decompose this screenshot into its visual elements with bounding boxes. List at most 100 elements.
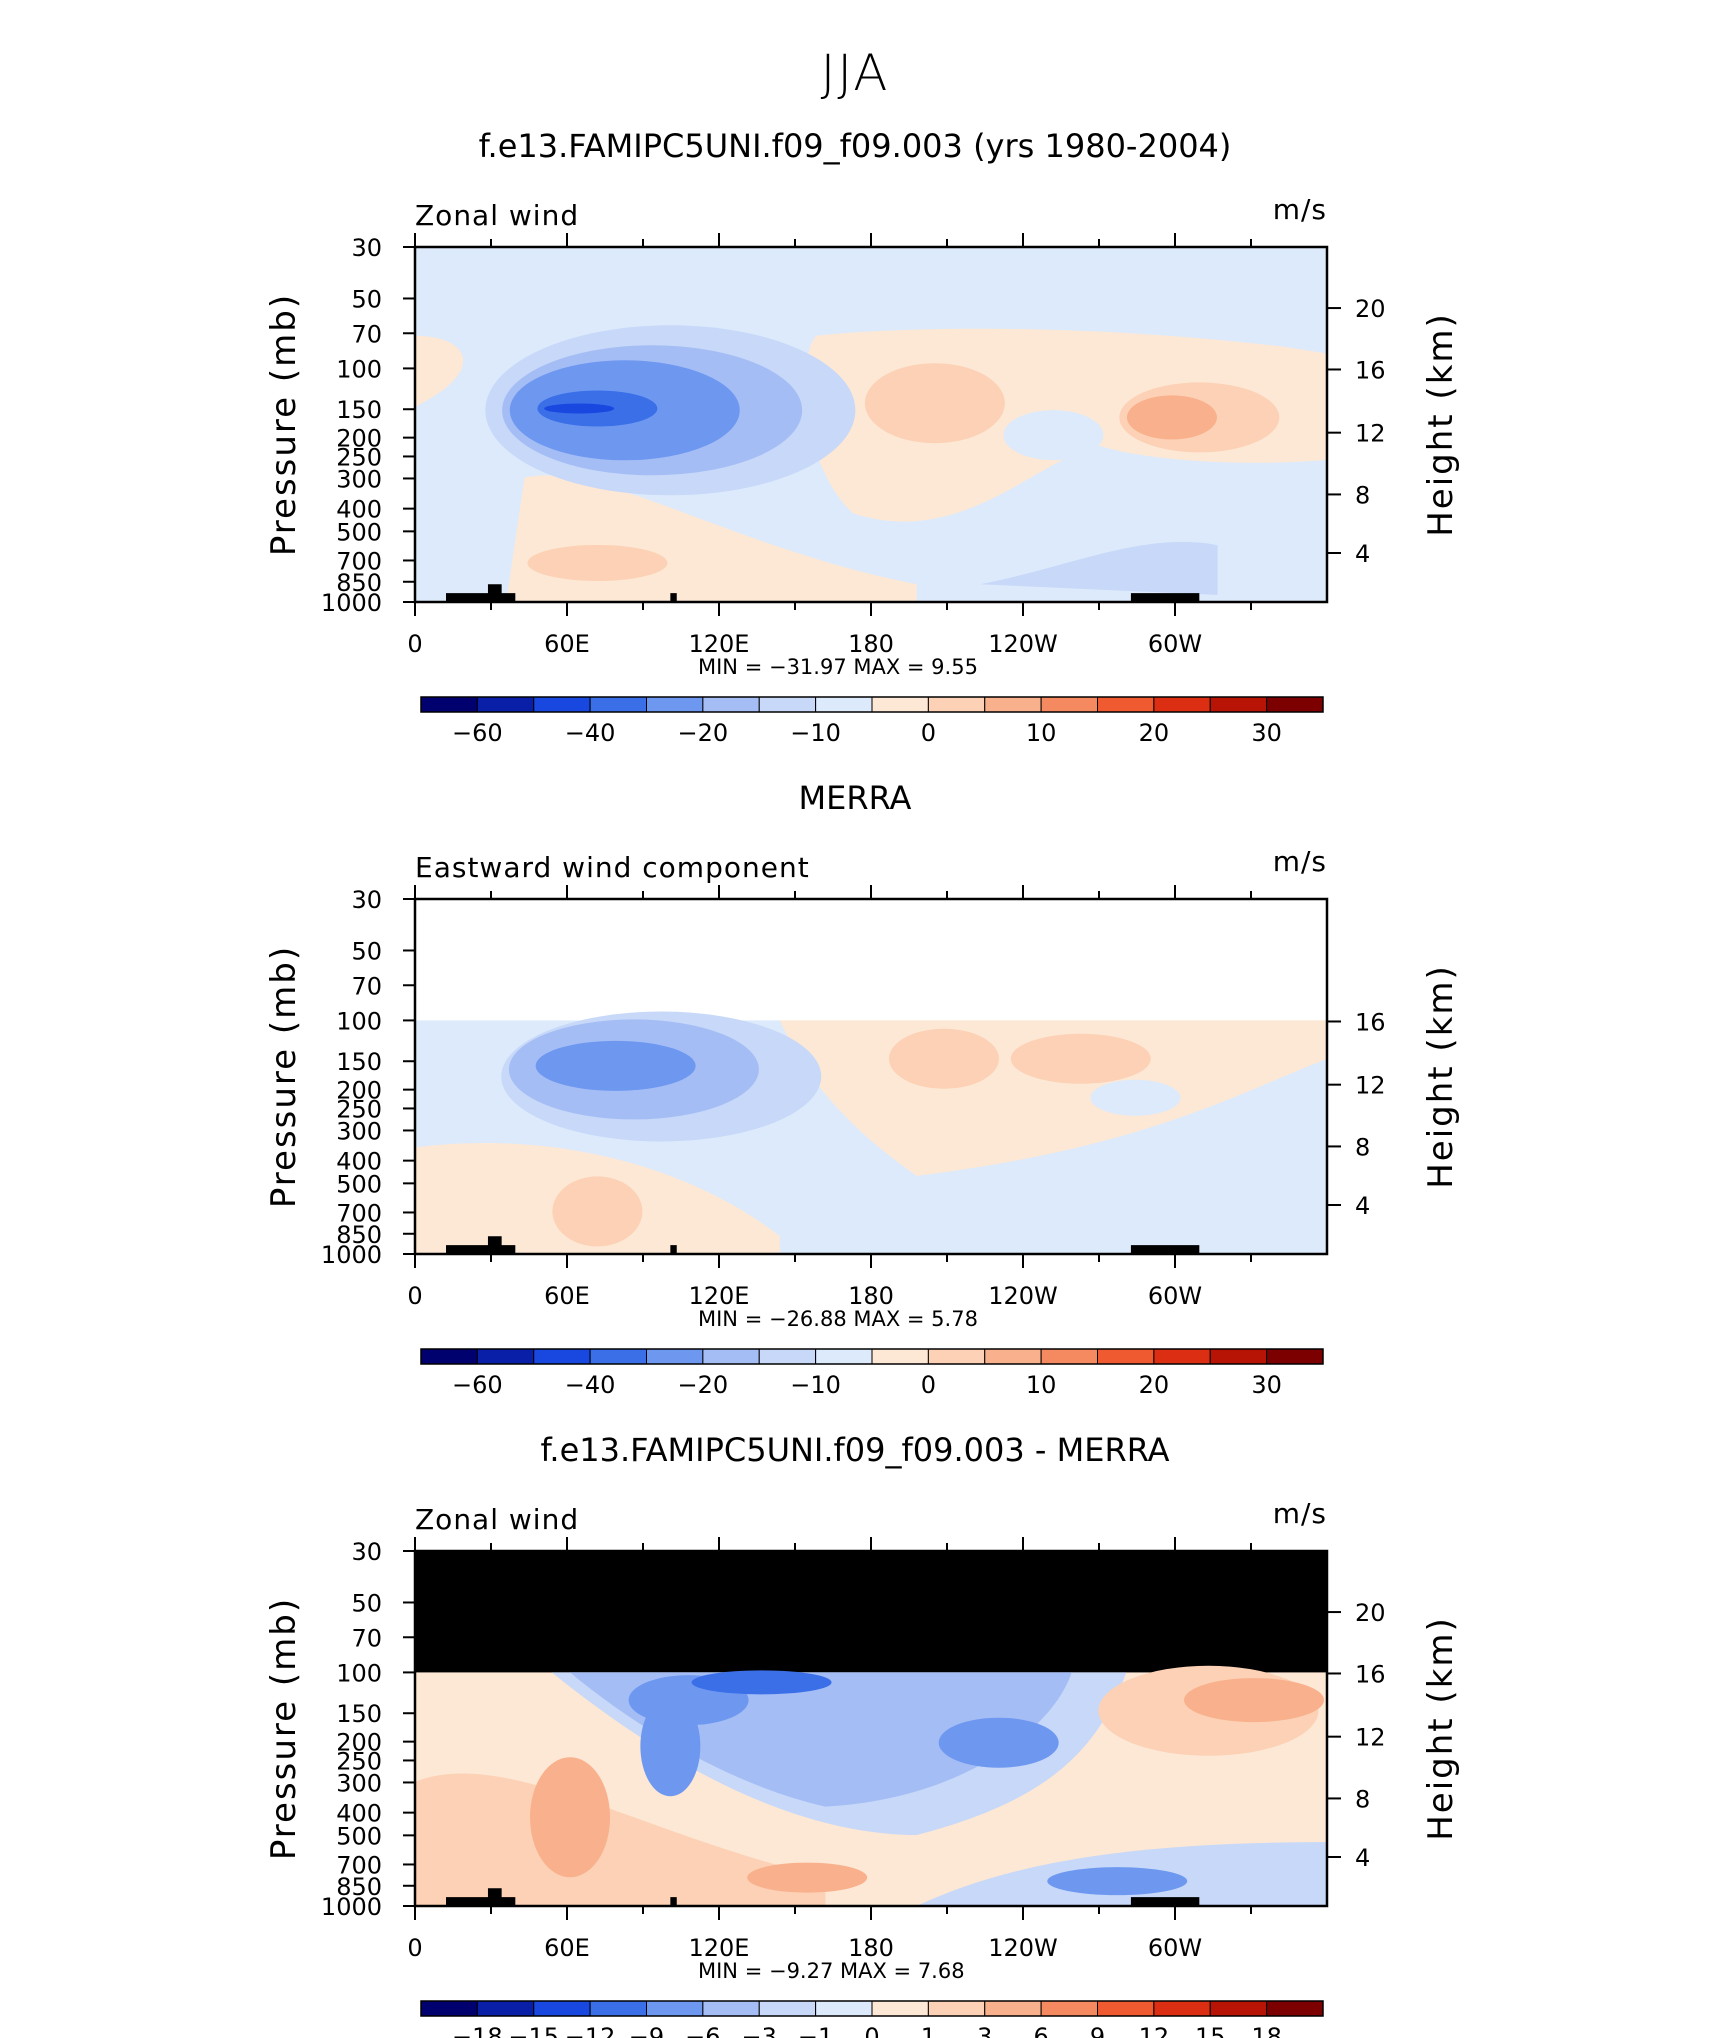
- colorbar-label: 30: [1251, 1371, 1282, 1399]
- y-right-tick-label: 8: [1355, 1785, 1370, 1813]
- y-tick-label: 70: [351, 320, 382, 348]
- contour-field: [415, 1551, 1327, 1906]
- x-tick-label: 120W: [988, 1934, 1058, 1962]
- colorbar-swatch: [1266, 1348, 1324, 1365]
- colorbar-label: 20: [1139, 1371, 1170, 1399]
- y-tick-label: 50: [351, 285, 382, 313]
- units-label: m/s: [1273, 193, 1327, 226]
- y-tick-label: 300: [336, 465, 382, 493]
- colorbar-swatch: [871, 696, 929, 713]
- colorbar-swatch: [476, 2000, 535, 2017]
- westerly-mid: [864, 363, 1005, 444]
- topography-4: [1130, 1897, 1200, 1907]
- x-tick-label: 180: [848, 1934, 894, 1962]
- colorbar-label: −20: [678, 1371, 729, 1399]
- x-tick-label: 60E: [544, 1934, 590, 1962]
- y-tick-label: 850: [336, 1221, 382, 1249]
- colorbar-swatch: [1266, 2000, 1324, 2017]
- panel-title: f.e13.FAMIPC5UNI.f09_f09.003 (yrs 1980-2…: [479, 127, 1232, 165]
- colorbar-label: −20: [678, 719, 729, 747]
- y-tick-label: 500: [336, 1822, 382, 1850]
- y-right-tick-label: 4: [1355, 1192, 1370, 1220]
- y-tick-label: 50: [351, 1589, 382, 1617]
- topography-3: [670, 1245, 677, 1255]
- y-tick-label: 100: [336, 1007, 382, 1035]
- topography-2: [487, 1236, 502, 1255]
- colorbar-swatch: [927, 696, 986, 713]
- positive-core-west: [530, 1757, 611, 1878]
- chart-panel-1: 0 60E 120E 180 120W 60W3050701001502002503004…: [264, 127, 1461, 747]
- colorbar-label: 0: [921, 719, 936, 747]
- no-data-region: [415, 899, 1327, 1021]
- colorbar-swatch: [646, 2000, 704, 2017]
- colorbar-frame: [420, 696, 1324, 713]
- topography-3: [670, 1897, 677, 1907]
- y-right-tick-label: 12: [1355, 1072, 1386, 1100]
- colorbar-swatch: [984, 2000, 1042, 2017]
- variable-label: Eastward wind component: [415, 851, 810, 884]
- y-tick-label: 50: [351, 937, 382, 965]
- y-axis-title: Pressure (mb): [264, 293, 304, 556]
- variable-label: Zonal wind: [415, 1503, 579, 1536]
- panel-title: MERRA: [799, 779, 912, 817]
- colorbar-swatch: [1097, 696, 1155, 713]
- y-tick-label: 200: [336, 425, 382, 453]
- colorbar-label: 0: [921, 1371, 936, 1399]
- colorbar-label: −10: [790, 719, 841, 747]
- colorbar-swatch: [589, 696, 647, 713]
- x-tick-label: 120W: [988, 630, 1058, 658]
- colorbar-label: −6: [685, 2023, 720, 2038]
- colorbar-swatch: [1097, 2000, 1155, 2017]
- colorbar-swatch: [758, 1348, 817, 1365]
- x-tick-label: 60W: [1148, 630, 1202, 658]
- westerly-edge: [415, 335, 464, 407]
- colorbar-swatch: [533, 1348, 591, 1365]
- easterly-pocket: [1003, 410, 1104, 461]
- colorbar-swatch: [815, 1348, 873, 1365]
- westerly-east: [1010, 1033, 1151, 1084]
- colorbar-swatch: [533, 2000, 591, 2017]
- y-tick-label: 150: [336, 1700, 382, 1728]
- westerly-low-core: [527, 544, 668, 581]
- contour-field: [415, 247, 1327, 602]
- y-right-tick-label: 20: [1355, 1599, 1386, 1627]
- easterly-pocket: [1090, 1079, 1181, 1116]
- colorbar-swatch: [1209, 1348, 1268, 1365]
- y-tick-label: 400: [336, 1148, 382, 1176]
- y-tick-label: 850: [336, 1873, 382, 1901]
- colorbar-swatch: [476, 1348, 535, 1365]
- topography-2: [487, 584, 502, 603]
- colorbar-swatch: [420, 1348, 478, 1365]
- negative-core-d: [938, 1717, 1059, 1768]
- colorbar-swatch: [702, 696, 760, 713]
- min-max-label: MIN = −9.27 MAX = 7.68: [698, 1959, 965, 1983]
- colorbar-label: 15: [1195, 2023, 1226, 2038]
- x-tick-label: 120W: [988, 1282, 1058, 1310]
- y-tick-label: 400: [336, 1800, 382, 1828]
- chart-panel-3: 0 60E 120E 180 120W 60W3050701001502002503004…: [264, 1431, 1461, 2038]
- topography-4: [1130, 593, 1200, 603]
- x-tick-label: 120E: [689, 1282, 750, 1310]
- colorbar-label: 10: [1026, 1371, 1057, 1399]
- colorbar-swatch: [1040, 696, 1098, 713]
- colorbar-swatch: [1153, 696, 1211, 713]
- y-tick-label: 30: [351, 886, 382, 914]
- y-tick-label: 100: [336, 1659, 382, 1687]
- y-axis-title: Pressure (mb): [264, 945, 304, 1208]
- y-right-axis-title: Height (km): [1421, 964, 1461, 1189]
- x-tick-label: 180: [848, 1282, 894, 1310]
- positive-max: [1184, 1678, 1325, 1723]
- topography-3: [670, 593, 677, 603]
- colorbar-label: 18: [1251, 2023, 1282, 2038]
- y-tick-label: 300: [336, 1117, 382, 1145]
- colorbar-label: 6: [1033, 2023, 1048, 2038]
- colorbar-swatch: [815, 2000, 873, 2017]
- x-tick-label: 120E: [689, 630, 750, 658]
- y-right-axis-title: Height (km): [1421, 312, 1461, 537]
- y-tick-label: 400: [336, 496, 382, 524]
- colorbar-swatch: [984, 696, 1042, 713]
- negative-core-b: [640, 1696, 701, 1797]
- colorbar-swatch: [927, 1348, 986, 1365]
- colorbar-label: −12: [565, 2023, 616, 2038]
